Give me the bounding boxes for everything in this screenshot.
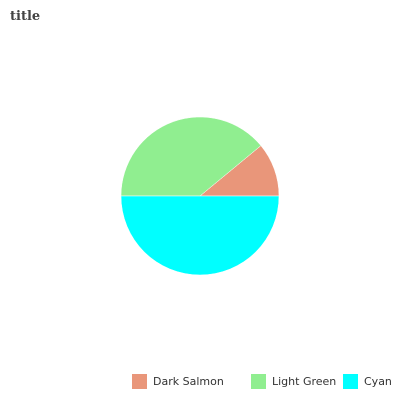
legend-item-cyan: Cyan <box>343 372 392 390</box>
chart-title: title <box>10 9 41 24</box>
legend: Dark Salmon Light Green Cyan <box>0 372 400 390</box>
legend-label-light-green: Light Green <box>272 374 337 388</box>
pie-slice-cyan <box>120 195 280 276</box>
legend-swatch-light-green <box>251 373 266 389</box>
pie-slices <box>120 116 280 276</box>
legend-label-cyan: Cyan <box>364 374 392 388</box>
legend-label-dark-salmon: Dark Salmon <box>153 374 224 388</box>
legend-item-dark-salmon: Dark Salmon <box>132 372 224 390</box>
legend-swatch-cyan <box>343 373 358 389</box>
legend-item-light-green: Light Green <box>251 372 336 390</box>
pie-slice-light-green <box>120 116 262 197</box>
legend-swatch-dark-salmon <box>132 373 147 389</box>
